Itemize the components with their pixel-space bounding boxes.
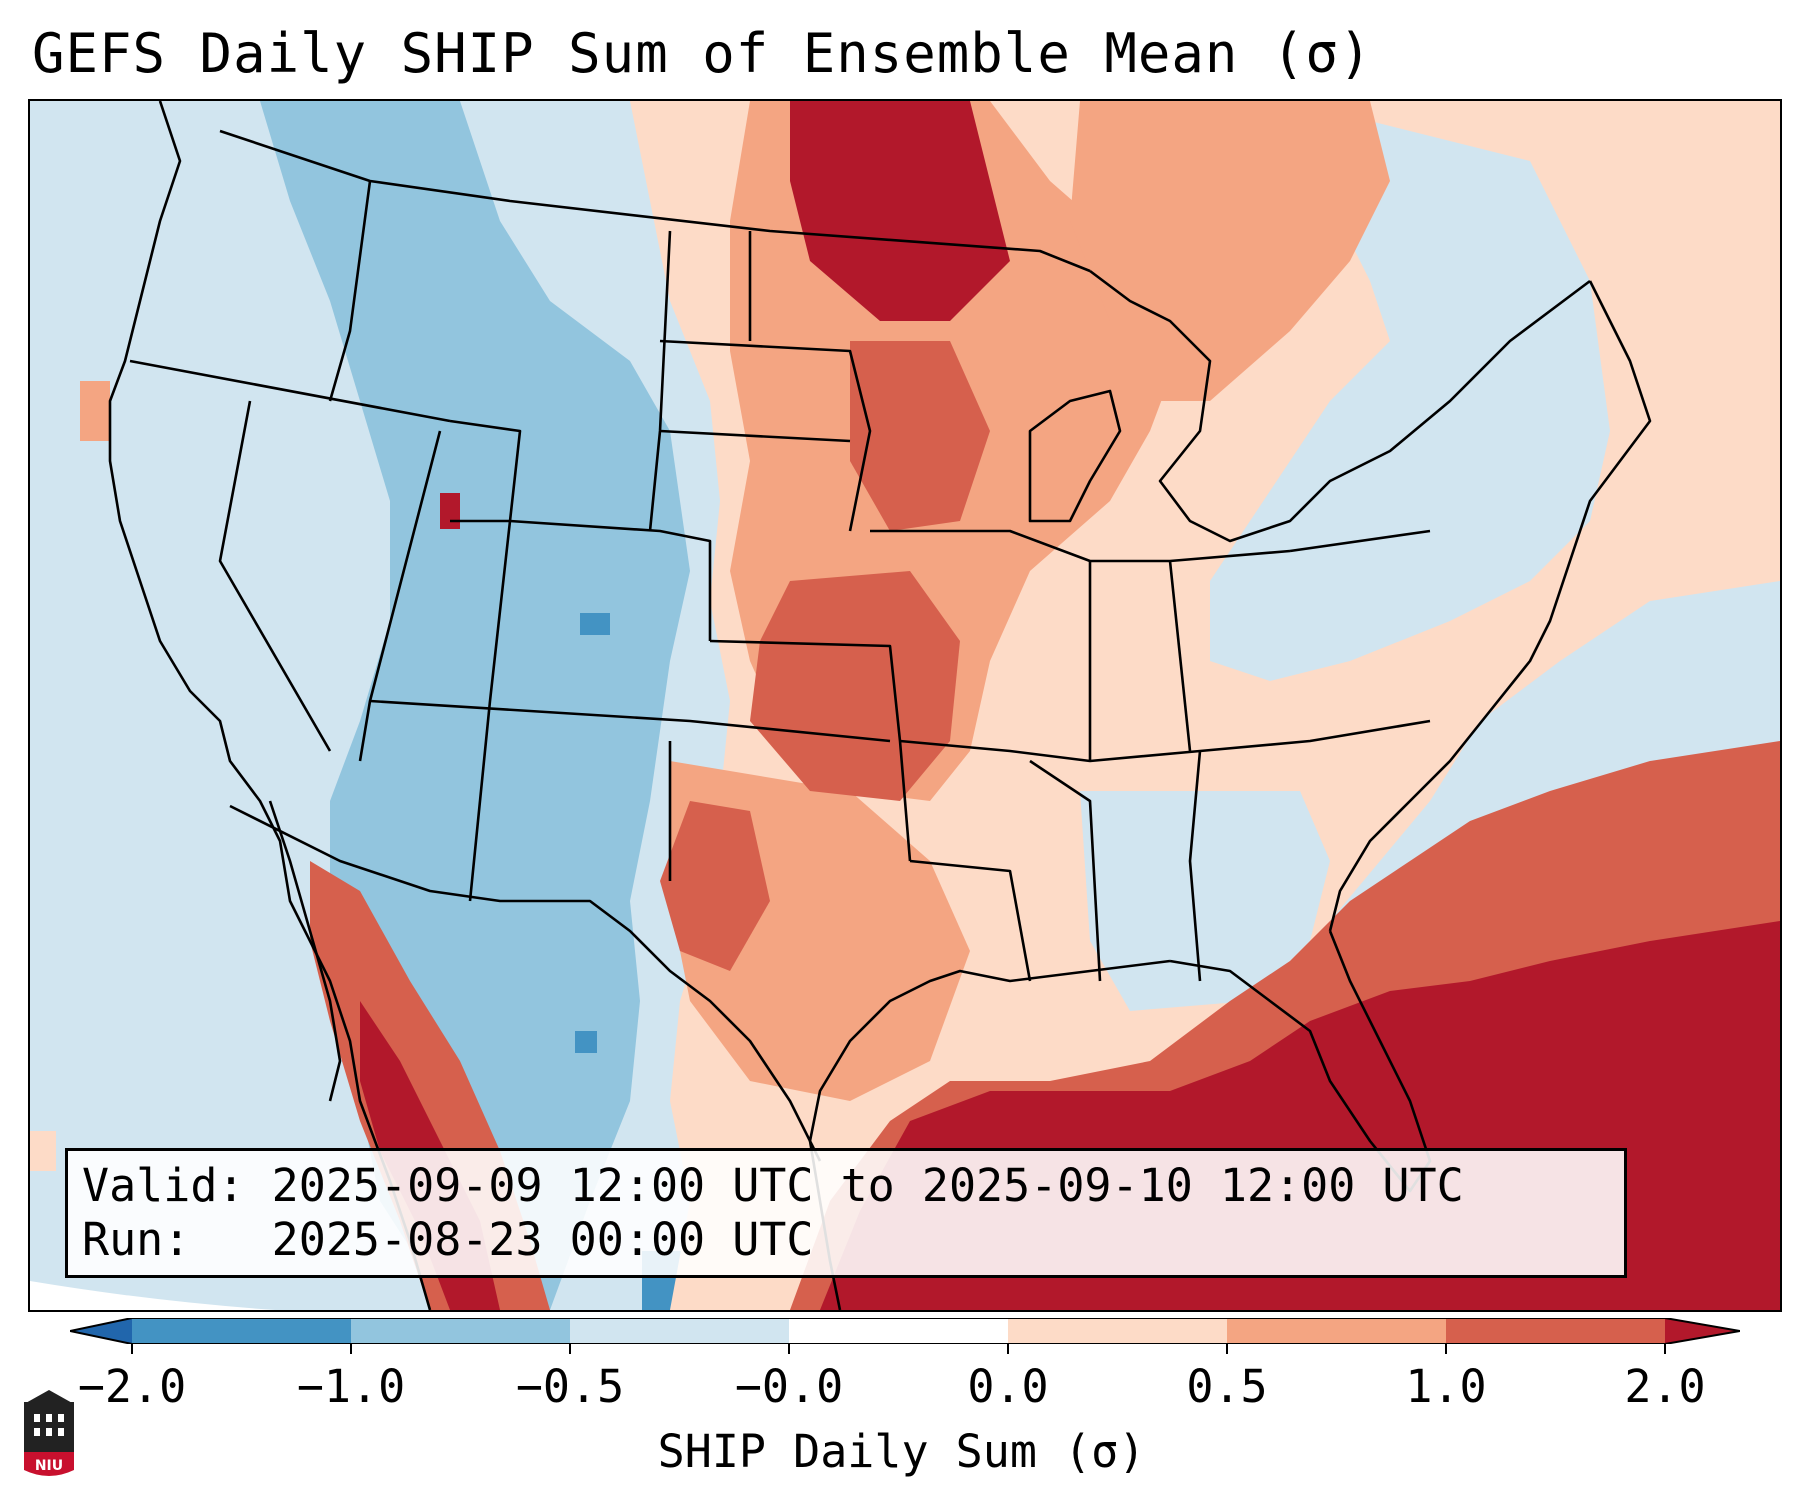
state-line	[709, 639, 912, 862]
state-line	[1029, 759, 1102, 982]
colorbar-tick-mark	[788, 1344, 790, 1354]
colorbar-segment	[789, 1318, 1008, 1344]
lake-michigan	[1028, 389, 1122, 523]
positive-anomaly-region-medium	[1070, 101, 1390, 401]
positive-anomaly-strong	[790, 101, 1010, 321]
colorbar-segment	[351, 1318, 570, 1344]
state-line	[369, 699, 891, 743]
colorbar-tick-mark	[1226, 1344, 1228, 1354]
colorbar-tick-mark	[131, 1344, 133, 1354]
colorbar-tick-mark	[350, 1344, 352, 1354]
state-line	[909, 859, 1032, 982]
colorbar-segment	[1227, 1318, 1446, 1344]
map-title: GEFS Daily SHIP Sum of Ensemble Mean (σ)	[32, 22, 1373, 85]
state-line	[328, 180, 372, 402]
state-line	[129, 359, 451, 423]
colorbar-tick-label: −2.0	[77, 1360, 187, 1413]
logo-roof	[24, 1390, 74, 1404]
us-mexico-border	[229, 804, 822, 1162]
negative-spot	[580, 613, 610, 635]
niu-logo: NIU	[24, 1390, 74, 1476]
colorbar-tick-label: −0.5	[515, 1360, 625, 1413]
boundaries	[108, 101, 1652, 1310]
map-edge-lower-left	[30, 1281, 630, 1310]
positive-anomaly-region-high	[660, 801, 770, 971]
southeast-neutral	[1080, 791, 1330, 1011]
colorbar-tick-label: 1.0	[1405, 1360, 1487, 1413]
logo-shield	[24, 1452, 74, 1476]
positive-anomaly-region-high	[850, 341, 990, 531]
logo-text: NIU	[35, 1458, 63, 1474]
us-canada-border	[219, 129, 1091, 273]
colorbar-extend-high	[1665, 1318, 1740, 1344]
valid-time-text: Valid: 2025-09-09 12:00 UTC to 2025-09-1…	[82, 1159, 1464, 1212]
anomaly-field	[30, 101, 1780, 1310]
state-line	[449, 419, 522, 523]
colorbar-extend-low	[70, 1318, 132, 1344]
state-line	[870, 529, 1291, 563]
atlantic-coastline	[1328, 280, 1652, 932]
state-line	[899, 719, 1431, 763]
colorbar-segment	[132, 1318, 351, 1344]
colorbar-segment	[1446, 1318, 1665, 1344]
positive-anomaly-region-high	[750, 571, 960, 801]
negative-spot	[575, 1031, 597, 1053]
colorbar	[70, 1318, 1740, 1344]
colorbar-tick-mark	[569, 1344, 571, 1354]
state-line	[1188, 750, 1202, 982]
state-line	[468, 520, 512, 902]
colorbar-tick-label: −1.0	[296, 1360, 406, 1413]
colorbar-segment	[1008, 1318, 1227, 1344]
northeast-neutral	[1210, 101, 1610, 681]
great-lakes-outline	[1089, 269, 1591, 543]
state-line	[659, 339, 872, 532]
positive-spot	[30, 1131, 56, 1171]
positive-spot	[440, 493, 460, 529]
colorbar-tick-label: −0.0	[734, 1360, 844, 1413]
state-line	[1168, 560, 1192, 752]
positive-spot	[80, 381, 110, 441]
map-panel	[28, 99, 1782, 1312]
colorbar-tick-mark	[1445, 1344, 1447, 1354]
baja-coastline	[268, 800, 342, 1102]
pacific-coastline	[108, 101, 432, 1310]
colorbar-label: SHIP Daily Sum (σ)	[657, 1425, 1146, 1478]
valid-time-box: Valid: 2025-09-09 12:00 UTC to 2025-09-1…	[65, 1148, 1627, 1278]
colorbar-segment	[570, 1318, 789, 1344]
colorbar-tick-label: 0.0	[967, 1360, 1049, 1413]
run-time-text: Run: 2025-08-23 00:00 UTC	[82, 1213, 814, 1266]
colorbar-tick-mark	[1664, 1344, 1666, 1354]
colorbar-tick-label: 0.5	[1186, 1360, 1268, 1413]
state-line	[1289, 529, 1431, 553]
state-line	[509, 519, 712, 641]
colorbar-tick-mark	[1007, 1344, 1009, 1354]
logo-tower	[24, 1402, 74, 1452]
state-line	[218, 400, 332, 752]
state-line	[659, 429, 851, 443]
colorbar-tick-label: 2.0	[1624, 1360, 1706, 1413]
